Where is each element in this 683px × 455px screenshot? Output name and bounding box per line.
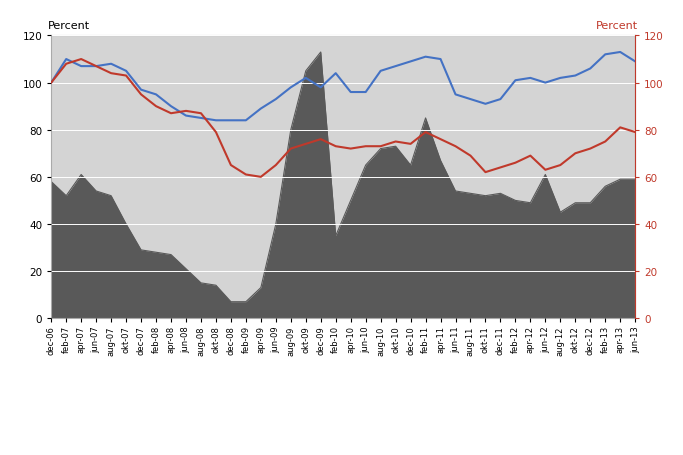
Text: Percent: Percent <box>48 21 90 31</box>
Text: Percent: Percent <box>596 21 638 31</box>
